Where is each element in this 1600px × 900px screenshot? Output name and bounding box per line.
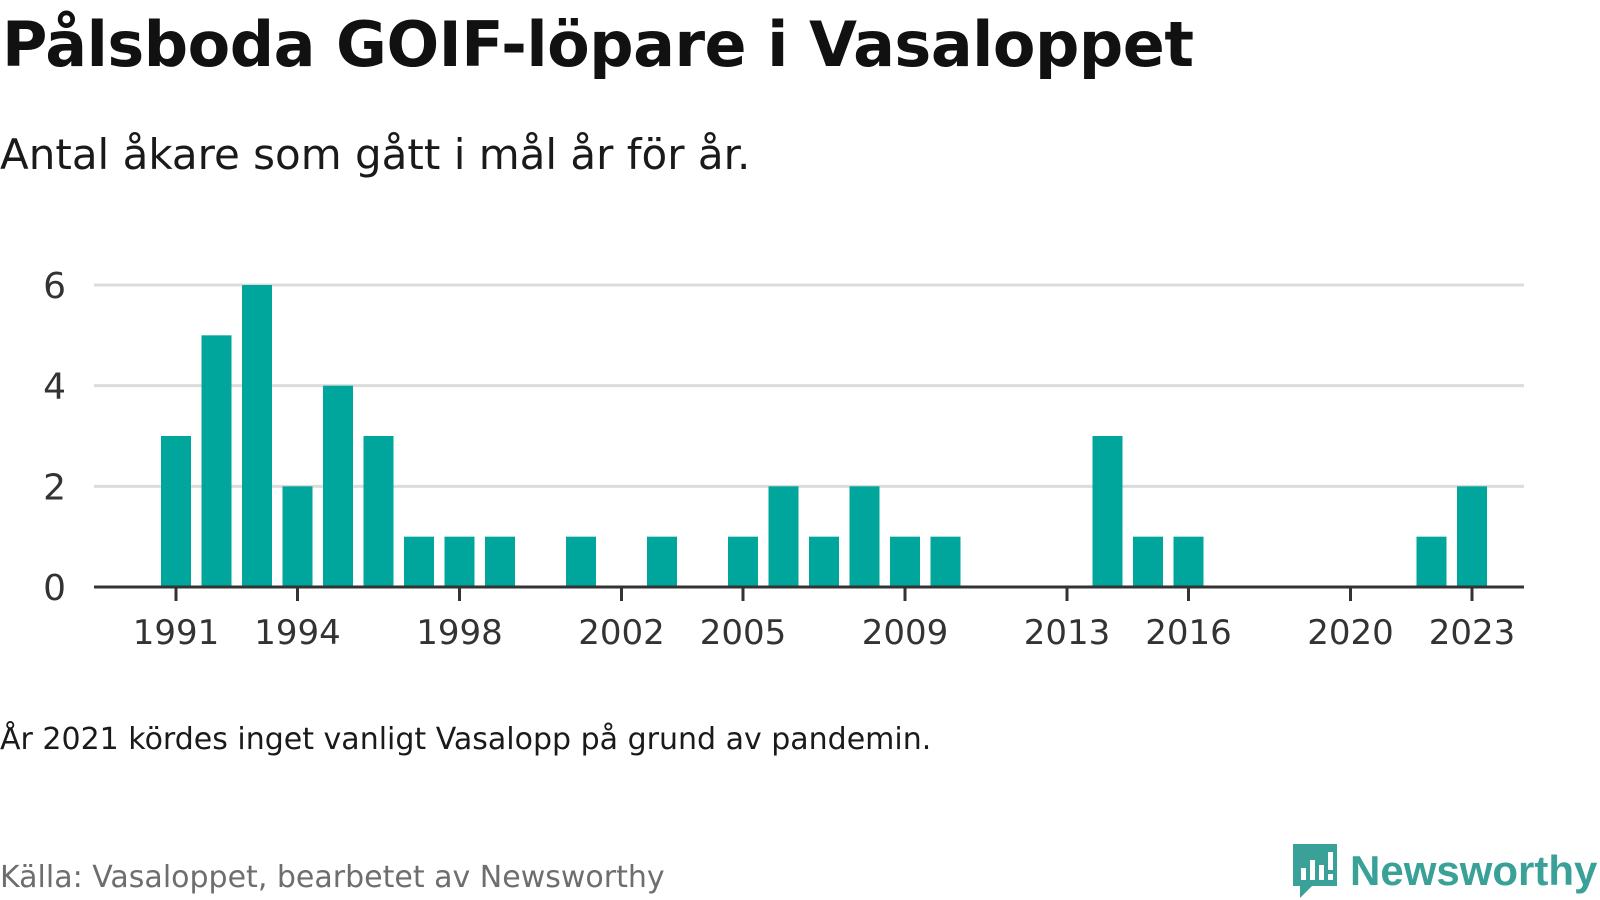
chart-note: År 2021 kördes inget vanligt Vasalopp på… bbox=[0, 722, 932, 757]
y-tick-label: 6 bbox=[43, 266, 66, 307]
bar-1999 bbox=[485, 536, 515, 587]
bar-1997 bbox=[404, 536, 434, 587]
bar-2015 bbox=[1133, 536, 1163, 587]
bar-1994 bbox=[282, 486, 313, 587]
x-tick-label: 2002 bbox=[578, 613, 665, 653]
bar-chart: 0 2 4 6 1991 1994 1998 2002 2005 2009 2013 2016 2020… bbox=[43, 266, 1524, 653]
bar-2003 bbox=[647, 536, 677, 587]
bar-2001 bbox=[566, 536, 596, 587]
x-tick-label: 1998 bbox=[416, 613, 503, 653]
bar-2022 bbox=[1416, 536, 1447, 587]
chart-subtitle: Antal åkare som gått i mål år för år. bbox=[0, 130, 751, 179]
bar-2007 bbox=[809, 536, 839, 587]
bar-1998 bbox=[444, 536, 475, 587]
x-tick-label: 1991 bbox=[133, 613, 220, 653]
x-tick-label: 2020 bbox=[1307, 613, 1394, 653]
axes: 0 2 4 6 1991 1994 1998 2002 2005 2009 2013 2016 2020… bbox=[43, 266, 1524, 653]
x-tick-label: 1994 bbox=[254, 613, 341, 653]
bar-2009 bbox=[890, 536, 920, 587]
x-tick-label: 2005 bbox=[700, 613, 787, 653]
bar-1995 bbox=[323, 385, 353, 587]
bar-2014 bbox=[1092, 436, 1123, 587]
bar-1992 bbox=[201, 335, 232, 587]
logo-text: Newsworthy bbox=[1350, 847, 1598, 894]
newsworthy-logo-icon bbox=[1293, 844, 1337, 898]
y-tick-label: 2 bbox=[43, 467, 66, 508]
source-text: Källa: Vasaloppet, bearbetet av Newswort… bbox=[0, 860, 665, 895]
newsworthy-logo[interactable]: Newsworthy bbox=[1290, 842, 1597, 900]
bar-2005 bbox=[728, 536, 758, 587]
y-tick-label: 4 bbox=[43, 367, 66, 408]
bar-1996 bbox=[363, 436, 394, 587]
bar-1991 bbox=[161, 436, 191, 587]
bar-1993 bbox=[242, 285, 272, 587]
y-tick-label: 0 bbox=[43, 568, 66, 609]
x-tick-label: 2023 bbox=[1429, 613, 1516, 653]
x-tick-label: 2009 bbox=[862, 613, 949, 653]
bar-2010 bbox=[930, 536, 961, 587]
chart-title: Pålsboda GOIF-löpare i Vasaloppet bbox=[2, 8, 1194, 81]
x-tick-label: 2016 bbox=[1145, 613, 1232, 653]
bar-2006 bbox=[768, 486, 799, 587]
gridlines bbox=[94, 283, 1524, 488]
x-tick-label: 2013 bbox=[1024, 613, 1111, 653]
bars bbox=[161, 285, 1487, 587]
bar-2023 bbox=[1457, 486, 1487, 587]
bar-2016 bbox=[1173, 536, 1204, 587]
bar-2008 bbox=[849, 486, 880, 587]
